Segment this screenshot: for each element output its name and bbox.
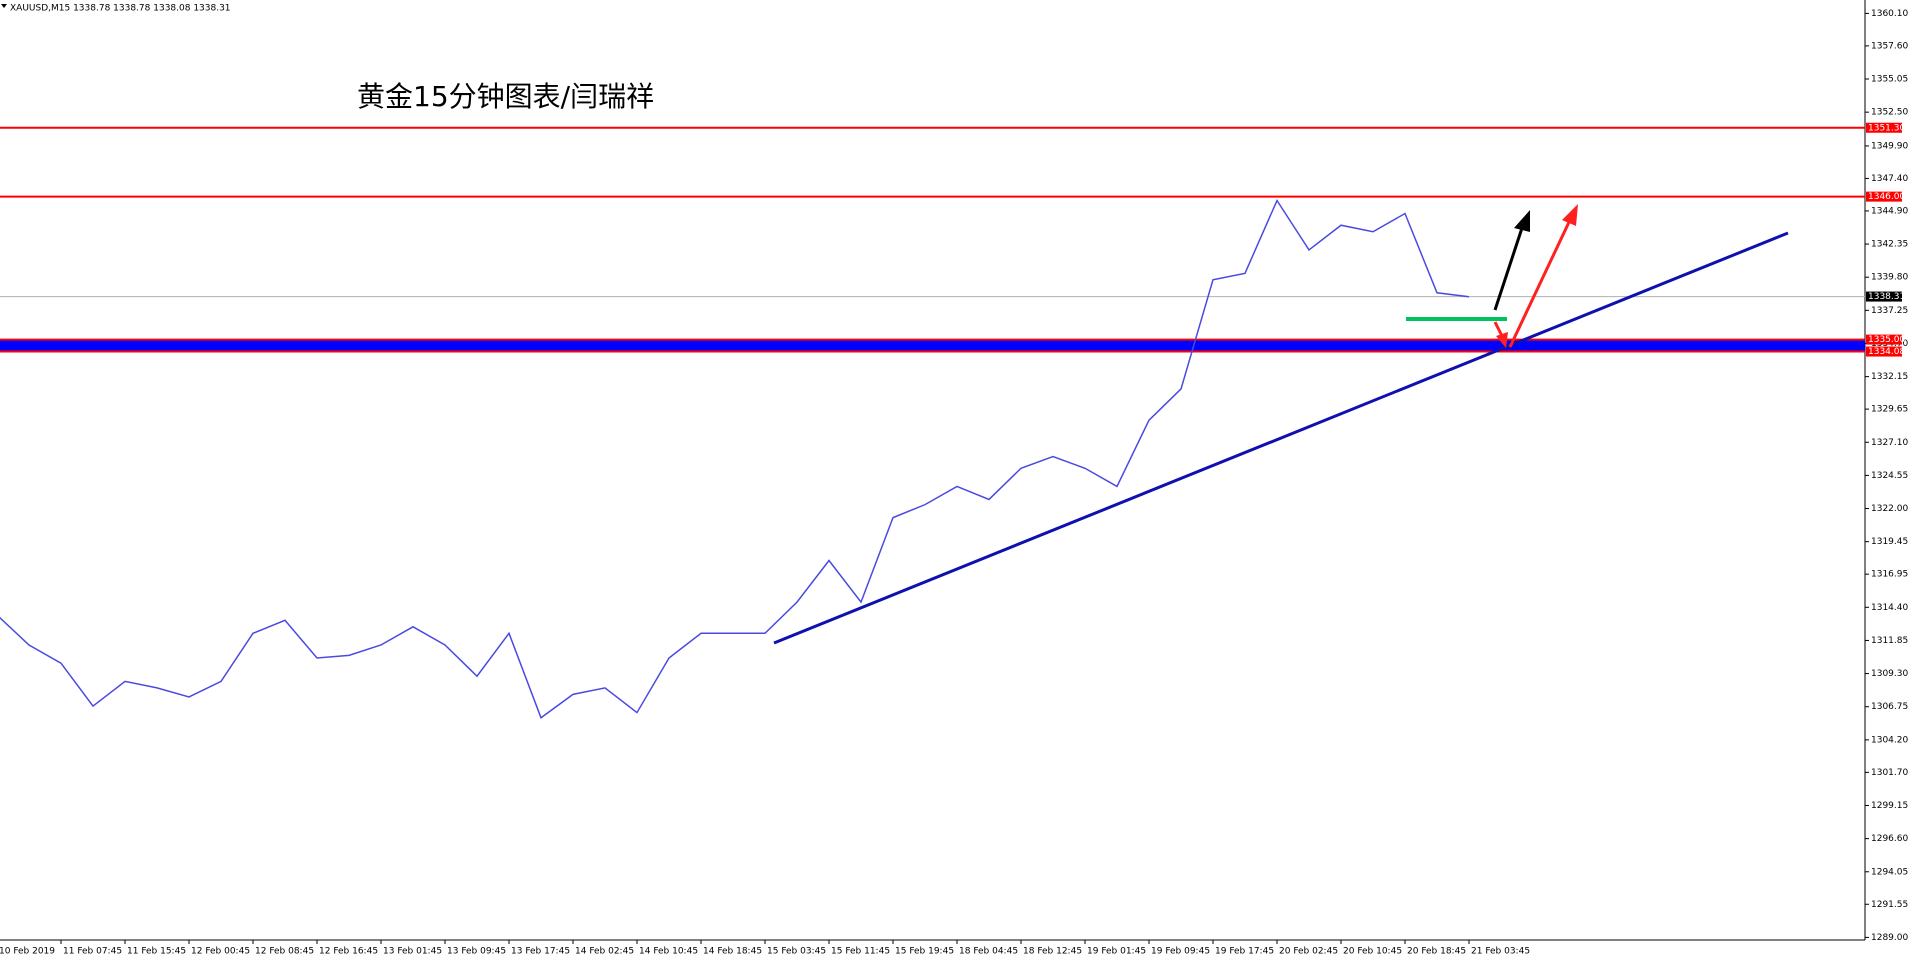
x-tick-label: 14 Feb 18:45 [703,947,762,957]
x-tick-label: 18 Feb 04:45 [959,947,1018,957]
y-tick-label: 1304.20 [1871,735,1908,745]
y-tick-label: 1291.55 [1871,900,1908,910]
x-tick-label: 11 Feb 07:45 [63,947,122,957]
x-tick-label: 11 Feb 15:45 [127,947,186,957]
y-tick-label: 1309.30 [1871,669,1908,679]
x-tick-label: 18 Feb 12:45 [1023,947,1082,957]
level-label: 1351.30 [1868,123,1905,133]
y-tick-label: 1299.15 [1871,801,1908,811]
x-tick-label: 20 Feb 18:45 [1407,947,1466,957]
plot [0,126,1865,719]
last-price-box [1866,291,1902,302]
y-tick-label: 1301.70 [1871,768,1908,778]
level-label: 1346.00 [1868,192,1905,202]
x-tick-label: 21 Feb 03:45 [1471,947,1530,957]
y-tick-label: 1311.85 [1871,636,1908,646]
x-tick-label: 14 Feb 02:45 [575,947,634,957]
arrow-red-down-head [1496,332,1508,348]
y-tick-label: 1339.80 [1871,273,1908,283]
y-tick-label: 1329.65 [1871,405,1908,415]
y-tick-label: 1347.40 [1871,174,1908,184]
y-tick-label: 1337.25 [1871,306,1908,316]
level-label: 1334.08 [1868,347,1905,357]
y-tick-label: 1294.05 [1871,867,1908,877]
level-label-box [1866,122,1902,133]
y-tick-label: 1314.40 [1871,603,1908,613]
level-label-box [1866,334,1902,345]
y-tick-label: 1332.15 [1871,372,1908,382]
x-tick-label: 12 Feb 16:45 [319,947,378,957]
trend-line [773,231,1789,645]
arrow-red [1508,219,1572,348]
x-tick-label: 20 Feb 02:45 [1279,947,1338,957]
chart-header: XAUUSD,M15 1338.78 1338.78 1338.08 1338.… [10,4,231,14]
y-tick-label: 1349.90 [1871,141,1908,151]
header-arrow [1,4,7,8]
x-tick-label: 15 Feb 19:45 [895,947,954,957]
arrow-black-head [1514,210,1530,232]
y-tick-label: 1319.45 [1871,537,1908,547]
y-tick-label: 1289.00 [1871,933,1908,943]
price-line [0,198,1470,719]
x-tick-label: 13 Feb 17:45 [511,947,570,957]
arrow-black [1493,227,1524,311]
x-tick-label: 19 Feb 09:45 [1151,947,1210,957]
y-tick-label: 1355.05 [1871,75,1908,85]
x-tick-label: 10 Feb 2019 [0,947,55,957]
y-tick-label: 1357.60 [1871,41,1908,51]
y-tick-label: 1344.90 [1871,206,1908,216]
x-tick-label: 13 Feb 09:45 [447,947,506,957]
x-tick-label: 14 Feb 10:45 [639,947,698,957]
annotations [773,204,1789,645]
x-tick-label: 12 Feb 08:45 [255,947,314,957]
x-tick-label: 15 Feb 11:45 [831,947,890,957]
y-tick-label: 1360.10 [1871,9,1908,19]
y-tick-label: 1306.75 [1871,702,1908,712]
x-tick-label: 19 Feb 17:45 [1215,947,1274,957]
x-tick-label: 12 Feb 00:45 [191,947,250,957]
y-tick-label: 1324.55 [1871,471,1908,481]
x-tick-label: 15 Feb 03:45 [767,947,826,957]
level-label: 1335.00 [1868,335,1905,345]
x-tick-label: 20 Feb 10:45 [1343,947,1402,957]
chart-title: 黄金15分钟图表/闫瑞祥 [357,80,654,113]
y-tick-label: 1327.10 [1871,438,1908,448]
y-tick-label: 1296.60 [1871,834,1908,844]
support-band [0,339,1865,352]
arrow-red-head [1562,204,1578,226]
y-tick-label: 1316.95 [1871,570,1908,580]
level-label-box [1866,191,1902,202]
y-tick-label: 1352.50 [1871,108,1908,118]
y-tick-label: 1342.35 [1871,240,1908,250]
level-label-box [1866,346,1902,357]
y-tick-label: 1322.00 [1871,504,1908,514]
x-tick-label: 13 Feb 01:45 [383,947,442,957]
last-price-label: 1338.31 [1868,292,1905,302]
x-tick-label: 19 Feb 01:45 [1087,947,1146,957]
